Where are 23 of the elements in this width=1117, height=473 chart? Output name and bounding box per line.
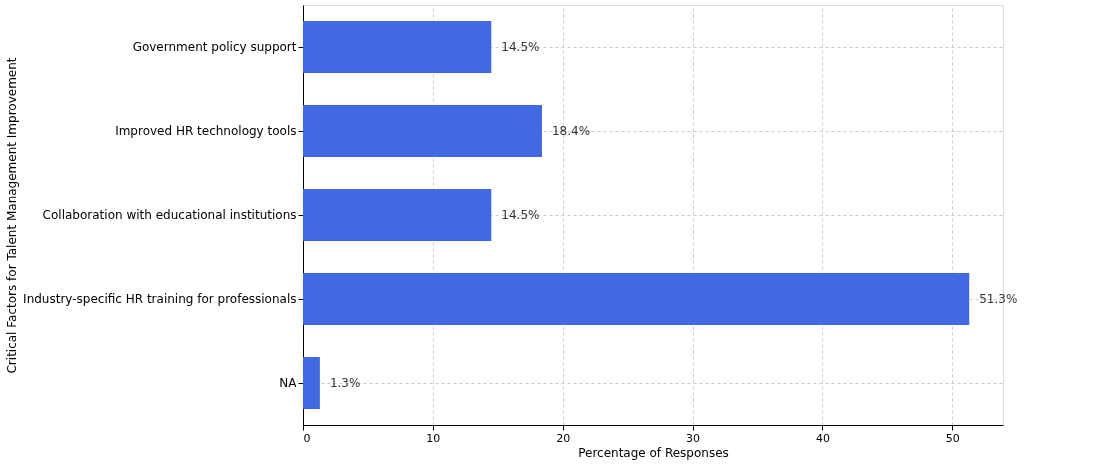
x-tick-label: 20	[556, 431, 571, 445]
bar	[303, 273, 970, 325]
y-tick-label: Industry-specific HR training for professionals	[23, 292, 297, 306]
x-tick-label: 40	[815, 431, 830, 445]
data-label: 14.5%	[501, 40, 540, 54]
bar	[303, 189, 492, 241]
y-tick-label: Collaboration with educational institutions	[42, 208, 297, 222]
x-tick-label: 10	[426, 431, 441, 445]
y-tick-label: Government policy support	[132, 40, 297, 54]
y-tick-label: Improved HR technology tools	[115, 124, 297, 138]
bar	[303, 357, 320, 409]
bar	[303, 21, 492, 73]
data-label: 1.3%	[329, 376, 361, 390]
data-label: 18.4%	[551, 124, 591, 138]
x-tick-label: 30	[686, 431, 701, 445]
x-tick-label: 0	[303, 431, 311, 445]
y-tick-label: NA	[279, 376, 298, 390]
bar	[303, 105, 542, 157]
x-tick-label: 50	[945, 431, 960, 445]
x-axis-title: Percentage of Responses	[578, 445, 729, 460]
y-axis-title: Critical Factors for Talent Management Improvement	[4, 57, 19, 374]
data-label: 14.5%	[501, 208, 540, 222]
data-label: 51.3%	[979, 292, 1018, 306]
